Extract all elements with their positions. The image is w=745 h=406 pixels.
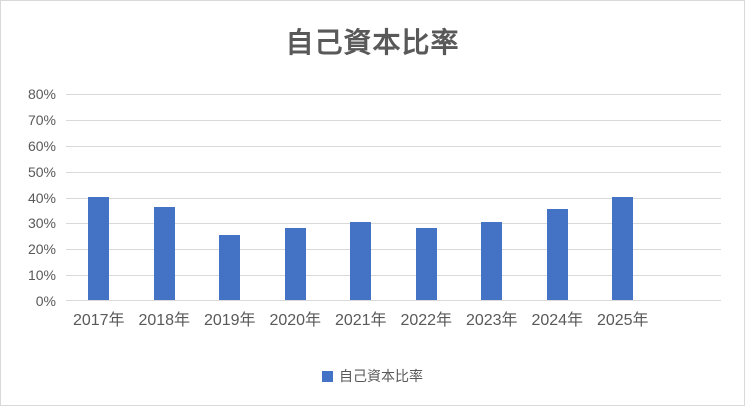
x-tick-label: 2021年: [334, 312, 387, 329]
gridline: [66, 94, 721, 95]
y-tick-label: 40%: [27, 190, 56, 206]
legend-marker-square-icon: [322, 370, 333, 382]
legend-label: 自己資本比率: [339, 368, 423, 384]
x-tick-label: 2018年: [138, 312, 191, 329]
y-tick-label: 50%: [27, 164, 56, 180]
x-tick-label: 2019年: [203, 312, 256, 329]
gridline: [66, 223, 721, 224]
gridline: [66, 249, 721, 250]
bar-2017年: [88, 196, 109, 300]
legend: 自己資本比率: [1, 367, 744, 385]
x-axis-line: [66, 300, 721, 301]
x-tick-label: 2022年: [400, 312, 453, 329]
bar-2022年: [416, 227, 437, 300]
y-axis: 0% 10% 20% 30% 40% 50% 60% 70% 80%: [1, 86, 56, 309]
gridline: [66, 146, 721, 147]
x-tick-label: 2023年: [465, 312, 518, 329]
bar-2019年: [219, 235, 240, 300]
bar-2021年: [350, 222, 371, 300]
plot-area: [66, 94, 721, 301]
x-axis: 2017年 2018年 2019年 2020年 2021年 2022年 2023年 2024年…: [66, 311, 721, 333]
bar-2024年: [547, 209, 568, 300]
bar-2020年: [285, 227, 306, 300]
y-tick-label: 70%: [27, 112, 56, 128]
y-tick-label: 30%: [27, 215, 56, 231]
bar-2023年: [481, 222, 502, 300]
x-tick-label: 2024年: [531, 312, 584, 329]
gridline: [66, 120, 721, 121]
y-tick-label: 10%: [27, 267, 56, 283]
chart-title: 自己資本比率: [285, 27, 460, 58]
x-tick-label: 2020年: [269, 312, 322, 329]
x-tick-label: 2017年: [72, 312, 125, 329]
gridline: [66, 172, 721, 173]
bar-2025年: [612, 196, 633, 300]
y-tick-label: 0%: [35, 293, 56, 309]
y-tick-label: 60%: [27, 138, 56, 154]
gridline: [66, 198, 721, 199]
y-tick-label: 80%: [27, 86, 56, 102]
y-tick-label: 20%: [27, 241, 56, 257]
gridline: [66, 275, 721, 276]
bar-2018年: [154, 206, 175, 300]
x-tick-label: 2025年: [596, 312, 649, 329]
